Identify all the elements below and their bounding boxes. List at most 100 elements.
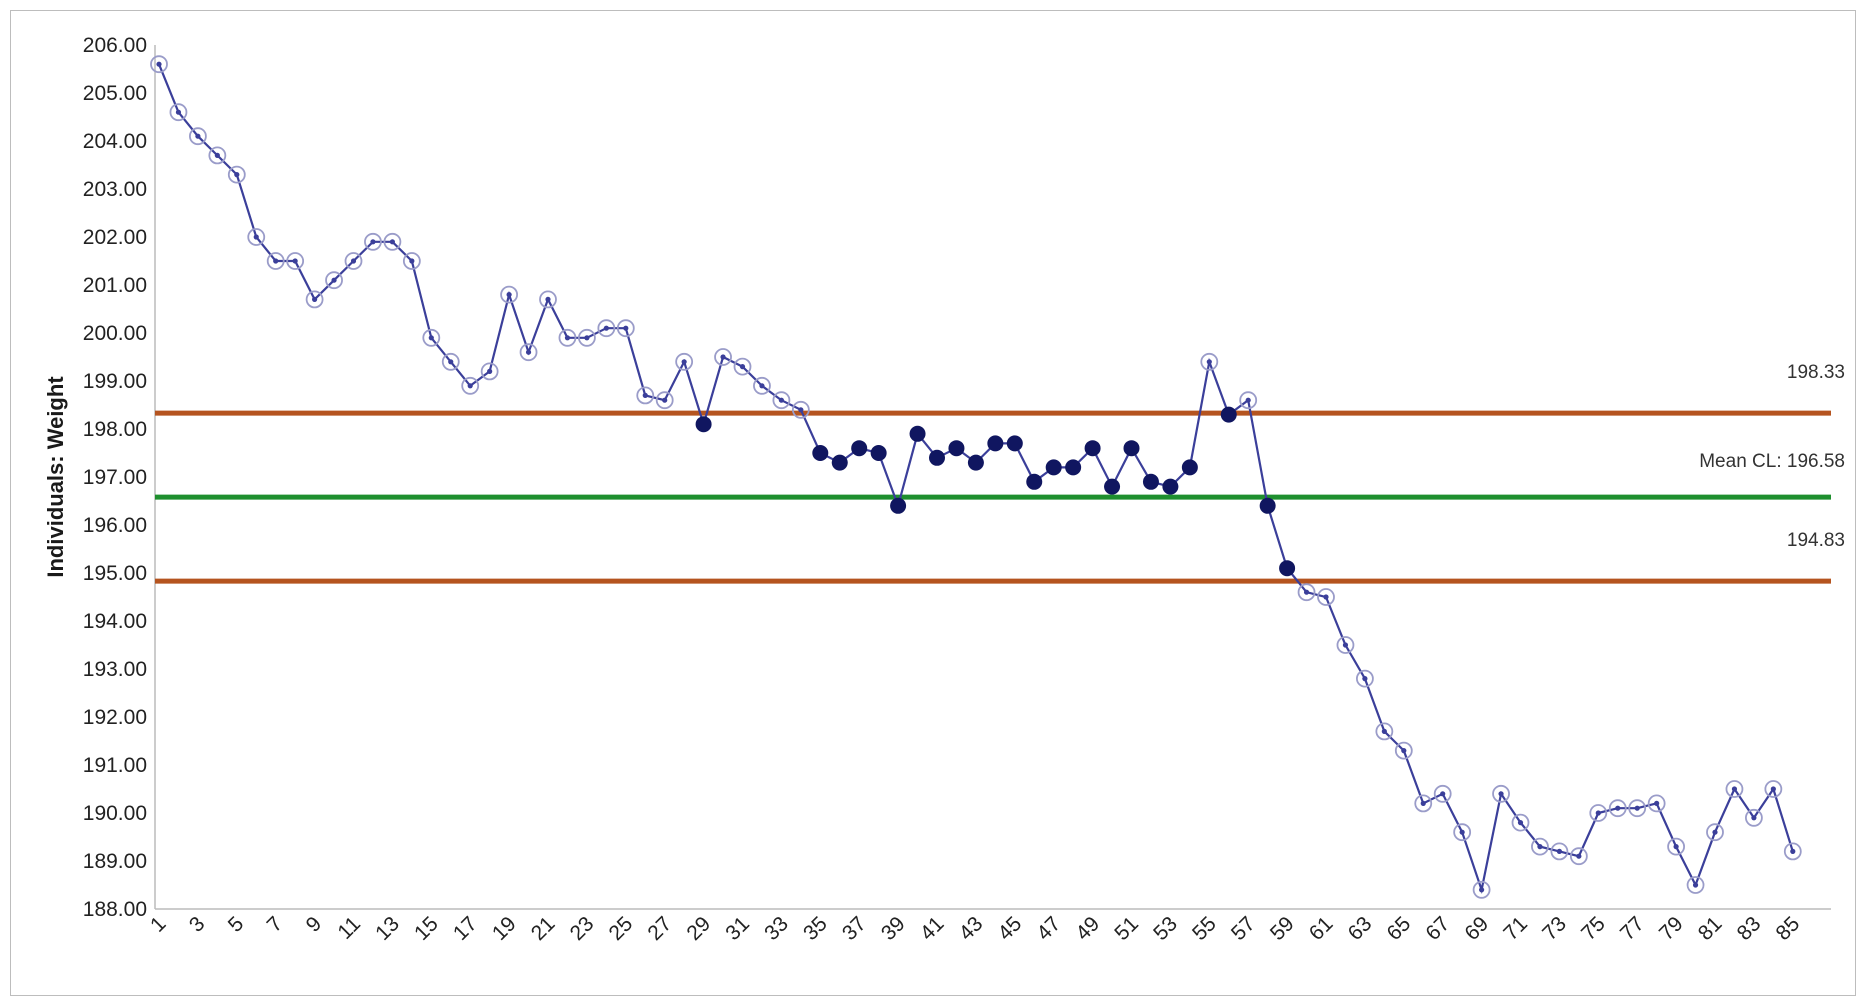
data-point: [1433, 784, 1452, 803]
data-point-center: [428, 335, 434, 341]
data-point-center: [739, 364, 746, 370]
data-point-center: [1459, 829, 1465, 835]
control-limits: 198.33 Mean CL: 196.58 194.83: [155, 362, 1845, 584]
data-point: [714, 348, 732, 366]
data-point-flagged: [831, 454, 848, 471]
data-point: [1764, 780, 1783, 798]
data-point: [1531, 837, 1549, 856]
y-tick-label: 188.00: [83, 898, 147, 921]
y-tick-label: 192.00: [83, 706, 147, 729]
data-point-center: [195, 133, 201, 139]
data-point: [733, 357, 752, 376]
data-point: [500, 285, 519, 304]
y-tick-label: 203.00: [83, 178, 147, 201]
data-point-center: [1420, 800, 1426, 807]
data-point-center: [1692, 882, 1699, 888]
x-tick-label: 35: [799, 912, 832, 945]
data-point-center: [156, 61, 162, 67]
x-tick-label: 65: [1383, 912, 1416, 945]
data-point: [1589, 804, 1608, 822]
data-point-center: [603, 325, 609, 331]
y-tick-label: 194.00: [83, 610, 147, 633]
data-point: [655, 391, 674, 410]
x-tick-label: 63: [1344, 912, 1377, 945]
data-point-center: [681, 359, 687, 365]
data-point-center: [759, 383, 765, 389]
data-point-center: [273, 258, 279, 264]
y-tick-label: 201.00: [83, 274, 147, 297]
x-tick-label: 31: [721, 912, 754, 945]
data-point: [344, 252, 363, 270]
data-point: [1492, 784, 1510, 803]
data-point: [1472, 880, 1491, 899]
data-point: [325, 271, 343, 290]
data-point-center: [1498, 791, 1504, 797]
data-point: [539, 290, 557, 309]
y-tick-label: 196.00: [83, 514, 147, 537]
data-point: [266, 252, 285, 270]
y-tick-label: 199.00: [83, 370, 147, 393]
data-point-flagged: [1026, 473, 1043, 490]
x-tick-label: 79: [1655, 912, 1688, 945]
data-point-center: [409, 258, 415, 264]
x-tick-label: 27: [643, 912, 676, 945]
data-point-flagged: [1220, 406, 1237, 423]
x-tick-label: 75: [1577, 912, 1610, 945]
data-point-center: [1479, 887, 1485, 893]
x-tick-label: 69: [1460, 912, 1493, 945]
data-point-center: [292, 258, 298, 264]
data-point-center: [487, 368, 493, 374]
x-tick-label: 33: [760, 912, 793, 945]
data-point: [675, 352, 694, 371]
data-point: [636, 386, 655, 405]
data-point: [578, 328, 596, 347]
data-point: [247, 228, 266, 246]
data-point: [616, 319, 635, 338]
data-point: [1394, 741, 1413, 760]
data-point-flagged: [967, 454, 984, 471]
data-point-center: [1323, 594, 1329, 600]
data-point: [364, 232, 382, 251]
x-tick-label: 81: [1694, 912, 1727, 945]
x-tick-label: 83: [1733, 912, 1766, 945]
x-tick-label: 5: [224, 912, 249, 937]
x-tick-label: 41: [916, 912, 949, 945]
data-point-center: [545, 296, 551, 302]
data-point-flagged: [909, 425, 926, 442]
data-point: [1550, 842, 1569, 861]
data-point-center: [389, 239, 395, 245]
x-tick-label: 39: [877, 912, 910, 945]
data-point: [480, 362, 499, 381]
x-tick-label: 17: [449, 912, 482, 945]
data-point: [1725, 780, 1744, 798]
data-point: [1686, 876, 1705, 894]
x-tick-label: 13: [371, 912, 404, 945]
data-point-center: [331, 277, 337, 283]
data-point-flagged: [1259, 497, 1276, 514]
data-point: [1336, 636, 1355, 654]
data-point-center: [1517, 820, 1524, 826]
data-point: [1200, 352, 1219, 371]
data-point: [1414, 794, 1433, 813]
data-point: [1317, 588, 1335, 606]
data-point-flagged: [890, 497, 907, 514]
y-tick-label: 191.00: [83, 754, 147, 777]
y-tick-label: 206.00: [83, 34, 147, 57]
x-tick-label: 23: [566, 912, 599, 945]
y-tick-label: 195.00: [83, 562, 147, 585]
data-point-center: [175, 109, 182, 115]
data-point: [558, 328, 577, 347]
y-tick-label: 204.00: [83, 130, 147, 153]
data-point-center: [1556, 848, 1562, 855]
x-tick-label: 77: [1616, 912, 1649, 945]
data-point-center: [1303, 589, 1310, 595]
x-tick-label: 1: [146, 912, 171, 937]
upper-control-limit-label: 198.33: [1787, 362, 1845, 383]
data-point: [383, 232, 402, 251]
x-tick-label: 49: [1071, 912, 1104, 945]
data-point: [188, 127, 207, 146]
data-point-center: [1576, 853, 1582, 859]
x-tick-label: 45: [994, 912, 1027, 945]
data-point-center: [1712, 829, 1718, 835]
data-point: [772, 391, 791, 410]
